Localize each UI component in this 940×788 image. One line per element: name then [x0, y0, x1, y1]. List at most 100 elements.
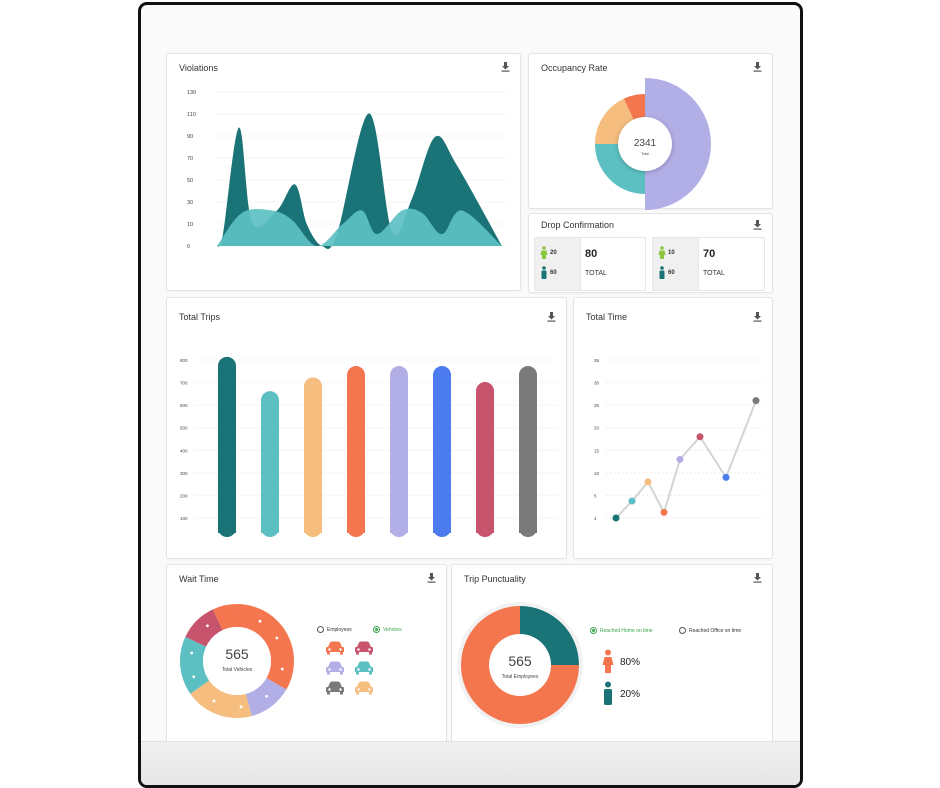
- car-light: [368, 688, 371, 691]
- vehicles-option[interactable]: Vehicles: [373, 626, 402, 633]
- trips-card: Total Trips 800 700 600 500 400 300 200 100: [166, 297, 567, 559]
- time-card: Total Time 35 30 25 20 15 10 5 1: [573, 297, 773, 559]
- car-body: [326, 661, 344, 672]
- wait-dot: [190, 651, 194, 655]
- y-tick-label: 90: [187, 134, 193, 140]
- punctuality-card: Trip Punctuality 565 Total Employees Reac…: [451, 564, 773, 747]
- time-point: [612, 514, 620, 522]
- employees-radio[interactable]: [317, 626, 324, 633]
- wait-segment: [180, 636, 210, 694]
- car-wheel: [327, 672, 330, 675]
- drop-total-value: 80: [585, 248, 598, 260]
- reached-home-option[interactable]: Reached Home on time: [590, 627, 653, 634]
- trip-bar: [347, 366, 365, 537]
- trip-bar-base: [476, 527, 494, 533]
- car-light: [357, 648, 360, 651]
- car-icon: [355, 661, 373, 675]
- wait-total-label: Total Vehicles: [222, 667, 253, 673]
- occupancy-segment: [645, 78, 711, 210]
- car-wheel: [340, 652, 343, 655]
- wait-dot: [212, 699, 216, 703]
- time-download-icon[interactable]: [753, 312, 763, 323]
- drop-download-icon[interactable]: [753, 220, 763, 231]
- car-icon: [326, 681, 344, 695]
- time-point: [752, 397, 760, 405]
- wait-dot: [192, 675, 196, 679]
- wait-download-icon[interactable]: [427, 573, 437, 584]
- y-tick-label: 10: [594, 471, 600, 476]
- wait-dot: [280, 667, 284, 671]
- car-body: [355, 661, 373, 672]
- wait-dot: [258, 619, 262, 623]
- frame-footer: [141, 741, 800, 785]
- car-light: [328, 648, 331, 651]
- time-point: [644, 478, 652, 486]
- drop-box-1: 20 60 80 TOTAL: [534, 237, 646, 291]
- dashboard-frame: Violations 130 110 90 70 50 30 10 0 Occupancy R…: [138, 2, 803, 788]
- y-tick-label: 50: [187, 178, 193, 184]
- car-light: [339, 668, 342, 671]
- y-tick-label: 500: [180, 426, 188, 431]
- y-tick-label: 20: [594, 426, 600, 431]
- wait-center: [203, 627, 271, 695]
- trip-bar: [304, 377, 322, 537]
- employees-option[interactable]: Employees: [317, 626, 352, 633]
- reached-home-radio[interactable]: [590, 627, 597, 634]
- car-light: [339, 688, 342, 691]
- y-tick-label: 600: [180, 403, 188, 408]
- trip-bar: [218, 356, 236, 537]
- occupancy-title: Occupancy Rate: [541, 63, 608, 73]
- trip-bar: [261, 391, 279, 537]
- trips-download-icon[interactable]: [547, 312, 557, 323]
- car-wheel: [356, 672, 359, 675]
- punctuality-title: Trip Punctuality: [464, 574, 526, 584]
- reached-office-option[interactable]: Reached Office on time: [679, 627, 741, 634]
- wait-chart: 565 Total Vehicles: [180, 604, 294, 718]
- trip-bar-base: [519, 527, 537, 533]
- y-tick-label: 130: [187, 90, 196, 96]
- time-line: [615, 400, 757, 519]
- drop-total-label: TOTAL: [703, 270, 725, 277]
- reached-office-radio[interactable]: [679, 627, 686, 634]
- y-tick-label: 300: [180, 471, 188, 476]
- time-point: [660, 508, 668, 516]
- occupancy-total-label: Total: [641, 152, 649, 156]
- trip-bar-base: [304, 527, 322, 533]
- trip-bar-base: [390, 527, 408, 533]
- area-series: [217, 208, 502, 247]
- time-point: [676, 455, 684, 463]
- violations-download-icon[interactable]: [501, 62, 511, 73]
- trip-bar: [390, 366, 408, 537]
- female-icon: [602, 649, 614, 673]
- occupancy-center: [618, 117, 672, 171]
- wait-title: Wait Time: [179, 574, 219, 584]
- car-light: [368, 668, 371, 671]
- y-tick-label: 800: [180, 358, 188, 363]
- trip-bar: [476, 382, 494, 537]
- time-point: [722, 473, 730, 481]
- trips-title: Total Trips: [179, 312, 221, 322]
- wait-segment: [237, 604, 294, 690]
- male-icon: [541, 266, 547, 279]
- punctuality-download-icon[interactable]: [753, 573, 763, 584]
- male-count: 60: [550, 270, 557, 276]
- occupancy-download-icon[interactable]: [753, 62, 763, 73]
- car-light: [357, 688, 360, 691]
- y-tick-label: 700: [180, 381, 188, 386]
- vehicles-radio[interactable]: [373, 626, 380, 633]
- car-wheel: [340, 672, 343, 675]
- y-tick-label: 25: [594, 403, 600, 408]
- female-percentage: 80%: [620, 657, 641, 668]
- drop-title: Drop Confirmation: [541, 220, 615, 230]
- wait-dot: [206, 624, 209, 628]
- car-wheel: [327, 652, 330, 655]
- male-icon: [604, 681, 612, 705]
- car-icon: [355, 681, 373, 695]
- car-body: [355, 641, 373, 652]
- car-light: [339, 648, 342, 651]
- drop-total-label: TOTAL: [585, 270, 607, 277]
- trip-bar-base: [347, 527, 365, 533]
- violations-title: Violations: [179, 63, 218, 73]
- car-wheel: [369, 692, 372, 695]
- car-icon: [355, 641, 373, 655]
